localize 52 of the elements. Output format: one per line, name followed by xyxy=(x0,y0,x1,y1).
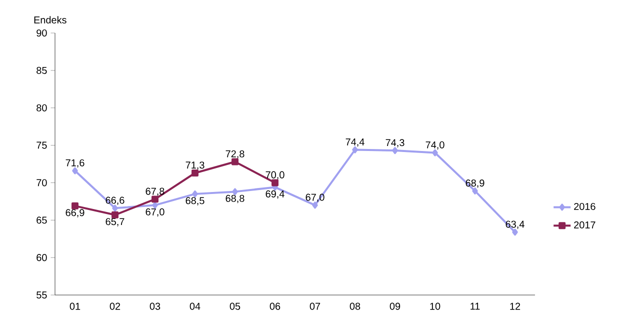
x-tick-label: 04 xyxy=(190,302,200,310)
x-tick-label: 12 xyxy=(510,302,520,310)
data-label: 71,6 xyxy=(66,159,84,168)
data-label: 67,8 xyxy=(146,188,164,196)
x-tick-label: 11 xyxy=(470,302,480,310)
x-tick-label: 07 xyxy=(310,302,320,310)
point xyxy=(152,196,158,203)
y-tick-label: 55 xyxy=(36,292,47,298)
x-tick-label: 01 xyxy=(70,302,80,310)
data-label: 74,3 xyxy=(386,139,404,148)
point xyxy=(72,167,78,174)
data-label: 69,4 xyxy=(266,190,284,199)
data-label: 72,8 xyxy=(226,150,244,159)
data-label: 71,3 xyxy=(186,162,204,170)
data-label: 67,0 xyxy=(146,208,164,217)
y-tick-label: 65 xyxy=(36,216,47,224)
data-label: 68,8 xyxy=(226,194,244,204)
y-tick-label: 70 xyxy=(36,179,47,186)
legend-label: 2017 xyxy=(574,221,596,228)
data-label: 67,0 xyxy=(306,194,324,202)
data-label: 66,9 xyxy=(66,209,84,218)
point xyxy=(392,147,398,154)
x-tick-label: 08 xyxy=(350,302,360,310)
y-tick-label: 90 xyxy=(36,29,47,37)
x-tick-label: 02 xyxy=(110,302,120,310)
point xyxy=(312,202,318,209)
x-tick-label: 10 xyxy=(430,302,440,310)
data-label: 74,0 xyxy=(426,141,444,150)
y-tick-label: 80 xyxy=(36,104,47,112)
point xyxy=(272,179,278,186)
point xyxy=(192,190,198,198)
x-tick-label: 09 xyxy=(390,302,400,310)
point xyxy=(112,211,118,218)
data-label: 63,4 xyxy=(506,220,524,229)
y-tick-label: 75 xyxy=(36,142,47,149)
data-label: 74,4 xyxy=(346,138,364,147)
data-label: 70,0 xyxy=(266,171,284,180)
point xyxy=(512,228,518,236)
y-axis-title: Endeks xyxy=(34,16,66,24)
data-label: 68,5 xyxy=(186,197,204,206)
point xyxy=(112,204,118,212)
data-label: 68,9 xyxy=(466,180,484,188)
x-tick-label: 03 xyxy=(150,302,160,310)
y-tick-label: 85 xyxy=(36,66,47,74)
data-label: 65,7 xyxy=(106,218,124,226)
point xyxy=(232,158,238,166)
data-label: 66,6 xyxy=(106,196,124,205)
y-tick-label: 60 xyxy=(36,254,47,262)
x-tick-label: 05 xyxy=(230,302,240,310)
x-tick-label: 06 xyxy=(270,302,280,310)
legend-label: 2016 xyxy=(574,202,596,210)
point xyxy=(72,202,78,210)
